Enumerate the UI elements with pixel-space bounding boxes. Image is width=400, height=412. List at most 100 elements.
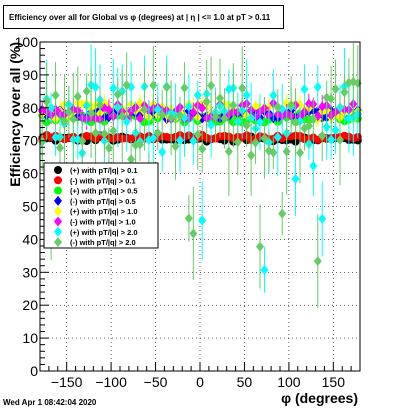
data-point [336,134,344,145]
data-point [180,82,189,93]
y-tick-label: 50 [22,199,38,215]
data-point [64,107,73,118]
data-point [153,127,162,138]
data-point [198,103,207,114]
data-point [229,100,238,111]
data-point [158,109,167,120]
series-8 [38,42,362,308]
data-point [149,133,158,144]
data-point [242,90,251,101]
data-point [122,80,131,91]
data-point [313,82,322,93]
data-point [278,208,287,219]
data-point [300,84,309,95]
data-point [247,150,256,161]
legend-label: (-) with pT/|q| > 1.0 [70,218,136,227]
data-point [189,135,198,146]
data-point [153,104,162,115]
legend-marker [54,195,62,206]
data-point [171,141,180,152]
data-point [256,241,264,252]
data-point [91,128,100,139]
legend: (+) with pT/|q| > 0.1(-) with pT/|q| > 0… [43,162,159,249]
data-point [109,83,118,94]
x-tick-label: −100 [95,374,127,390]
data-point [282,146,291,157]
y-tick-label: 40 [22,231,38,247]
data-point [189,228,198,239]
data-point [309,160,318,171]
y-tick-label: 70 [22,133,38,149]
legend-marker [54,166,62,174]
data-point [47,102,56,113]
data-point [211,111,220,122]
data-point [224,146,233,157]
data-point [87,108,96,119]
data-point [69,114,78,125]
x-tick-label: 0 [196,374,204,390]
data-point [56,142,64,153]
data-point [331,83,340,94]
data-point [269,90,278,101]
data-point [158,147,167,158]
data-point [273,101,282,112]
legend-label: (+) with pT/|q| > 0.1 [70,166,138,175]
data-point [78,136,87,147]
y-axis-label: Efficiency over all (%) [7,42,23,187]
data-point [193,129,202,140]
data-point [131,140,140,151]
data-point [291,173,300,184]
data-point [42,96,51,107]
data-point [176,110,184,121]
legend-marker [54,206,62,217]
data-point [136,139,144,150]
data-point [322,122,331,133]
data-point [287,99,296,110]
y-tick-label: 100 [15,34,39,50]
y-tick-label: 60 [22,166,38,182]
legend-label: (+) with pT/|q| > 1.0 [70,207,138,216]
data-point [291,117,300,128]
x-tick-label: 100 [277,374,301,390]
x-axis-label: φ (degrees) [281,390,358,406]
data-point [327,134,336,145]
data-point [82,86,91,97]
data-point [91,82,100,93]
data-point [238,83,247,94]
legend-label: (-) with pT/|q| > 2.0 [70,238,136,247]
footer-timestamp: Wed Apr 1 08:42:04 2020 [3,398,97,407]
legend-label: (-) with pT/|q| > 0.1 [70,176,136,185]
y-tick-label: 10 [22,330,38,346]
data-point [296,99,304,110]
data-point [136,113,144,124]
data-point [260,133,269,144]
data-point [198,144,207,155]
data-point [193,90,202,101]
data-point [96,99,104,110]
x-tick-label: −50 [144,374,168,390]
legend-marker [54,237,62,248]
data-point [162,82,171,93]
data-point [304,98,313,109]
data-point [318,131,327,142]
data-point [273,132,282,143]
legend-label: (-) with pT/|q| > 0.5 [70,197,136,206]
data-point [122,116,131,127]
legend-label: (+) with pT/|q| > 0.5 [70,187,138,196]
data-point [207,119,216,130]
data-point [100,128,109,139]
data-point [127,154,136,165]
chart-title: Efficiency over all for Global vs φ (deg… [9,13,271,22]
data-point [184,213,193,224]
data-point [149,80,158,91]
data-point [242,120,251,131]
data-point [51,132,60,143]
data-point [260,264,269,275]
data-point [318,213,327,224]
data-point [256,117,264,128]
data-point [220,113,229,124]
data-point [104,104,113,115]
data-point [104,142,113,153]
y-tick-label: 30 [22,264,38,280]
